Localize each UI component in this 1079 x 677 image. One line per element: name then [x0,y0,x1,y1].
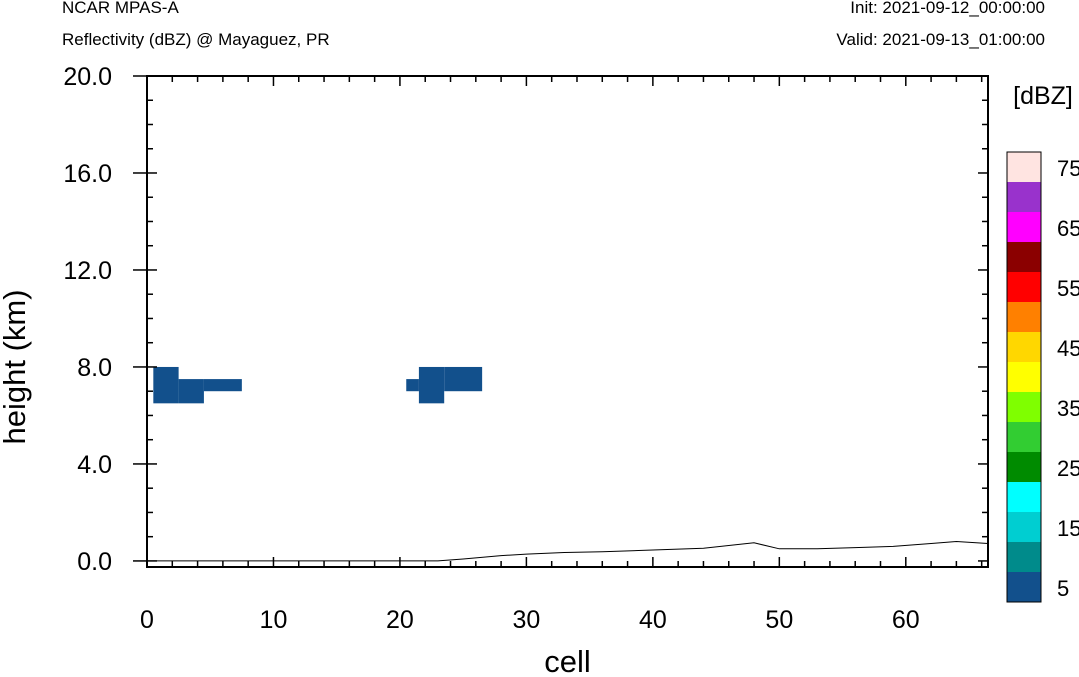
colorbar-swatch [1007,362,1041,392]
y-axis-label: height (km) [0,289,32,444]
colorbar-label: 5 [1057,576,1069,601]
field-description: Reflectivity (dBZ) @ Mayaguez, PR [62,30,330,49]
reflectivity-cell [203,379,242,392]
plot-frame [146,75,989,568]
terrain-line [147,540,989,562]
colorbar-frame [1006,151,1042,603]
colorbar-title: [dBZ] [1013,82,1073,110]
reflectivity-cell [444,366,483,392]
y-tick-label: 4.0 [77,451,112,479]
y-tick-label: 12.0 [63,257,112,285]
colorbar-label: 75 [1057,156,1079,181]
colorbar: 5 15 25 35 45 55 65 75 [1006,151,1079,603]
colorbar-label: 45 [1057,336,1079,361]
colorbar-swatch [1007,332,1041,362]
colorbar-label: 15 [1057,516,1079,541]
init-time: Init: 2021-09-12_00:00:00 [850,0,1045,17]
x-tick-label: 40 [639,606,667,634]
x-tick-label: 20 [386,606,414,634]
colorbar-swatch [1007,392,1041,422]
reflectivity-cell [406,379,419,392]
x-tick-label: 60 [892,606,920,634]
terrain-layer [147,540,989,562]
model-name: NCAR MPAS-A [62,0,179,17]
colorbar-swatch [1007,572,1041,602]
colorbar-label: 55 [1057,276,1079,301]
y-tick-label: 8.0 [77,354,112,382]
colorbar-swatch [1007,302,1041,332]
y-tick-label: 0.0 [77,548,112,576]
reflectivity-cell [178,379,204,404]
axis-tick-labels: 0 10 20 30 40 50 60 0.0 4.0 8.0 12.0 16.0 20.0 [63,63,919,634]
x-tick-label: 30 [512,606,540,634]
colorbar-swatch [1007,512,1041,542]
y-tick-label: 20.0 [63,63,112,91]
colorbar-swatch [1007,152,1041,182]
colorbar-label: 35 [1057,396,1079,421]
x-tick-label: 10 [260,606,288,634]
colorbar-swatch [1007,542,1041,572]
axis-ticks [133,75,988,567]
colorbar-label: 65 [1057,216,1079,241]
colorbar-swatch [1007,242,1041,272]
x-tick-label: 50 [765,606,793,634]
colorbar-swatch [1007,422,1041,452]
reflectivity-cell [418,366,445,404]
reflectivity-cells [153,366,483,404]
x-axis-label: cell [544,644,591,677]
x-tick-label: 0 [140,606,154,634]
colorbar-swatch [1007,182,1041,212]
colorbar-swatch [1007,272,1041,302]
colorbar-swatch [1007,212,1041,242]
colorbar-swatch [1007,482,1041,512]
y-tick-label: 16.0 [63,160,112,188]
valid-time: Valid: 2021-09-13_01:00:00 [836,30,1045,49]
colorbar-swatch [1007,452,1041,482]
reflectivity-cell [153,366,179,404]
colorbar-label: 25 [1057,456,1079,481]
